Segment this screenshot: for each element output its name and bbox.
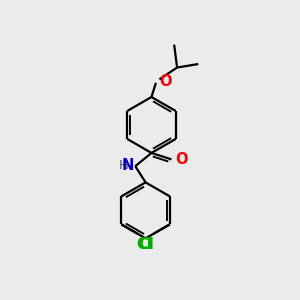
Text: Cl: Cl (137, 237, 152, 252)
Text: O: O (175, 152, 188, 167)
Text: N: N (122, 158, 134, 173)
Text: H: H (119, 159, 129, 172)
Text: Cl: Cl (139, 237, 154, 252)
Text: O: O (159, 74, 171, 88)
